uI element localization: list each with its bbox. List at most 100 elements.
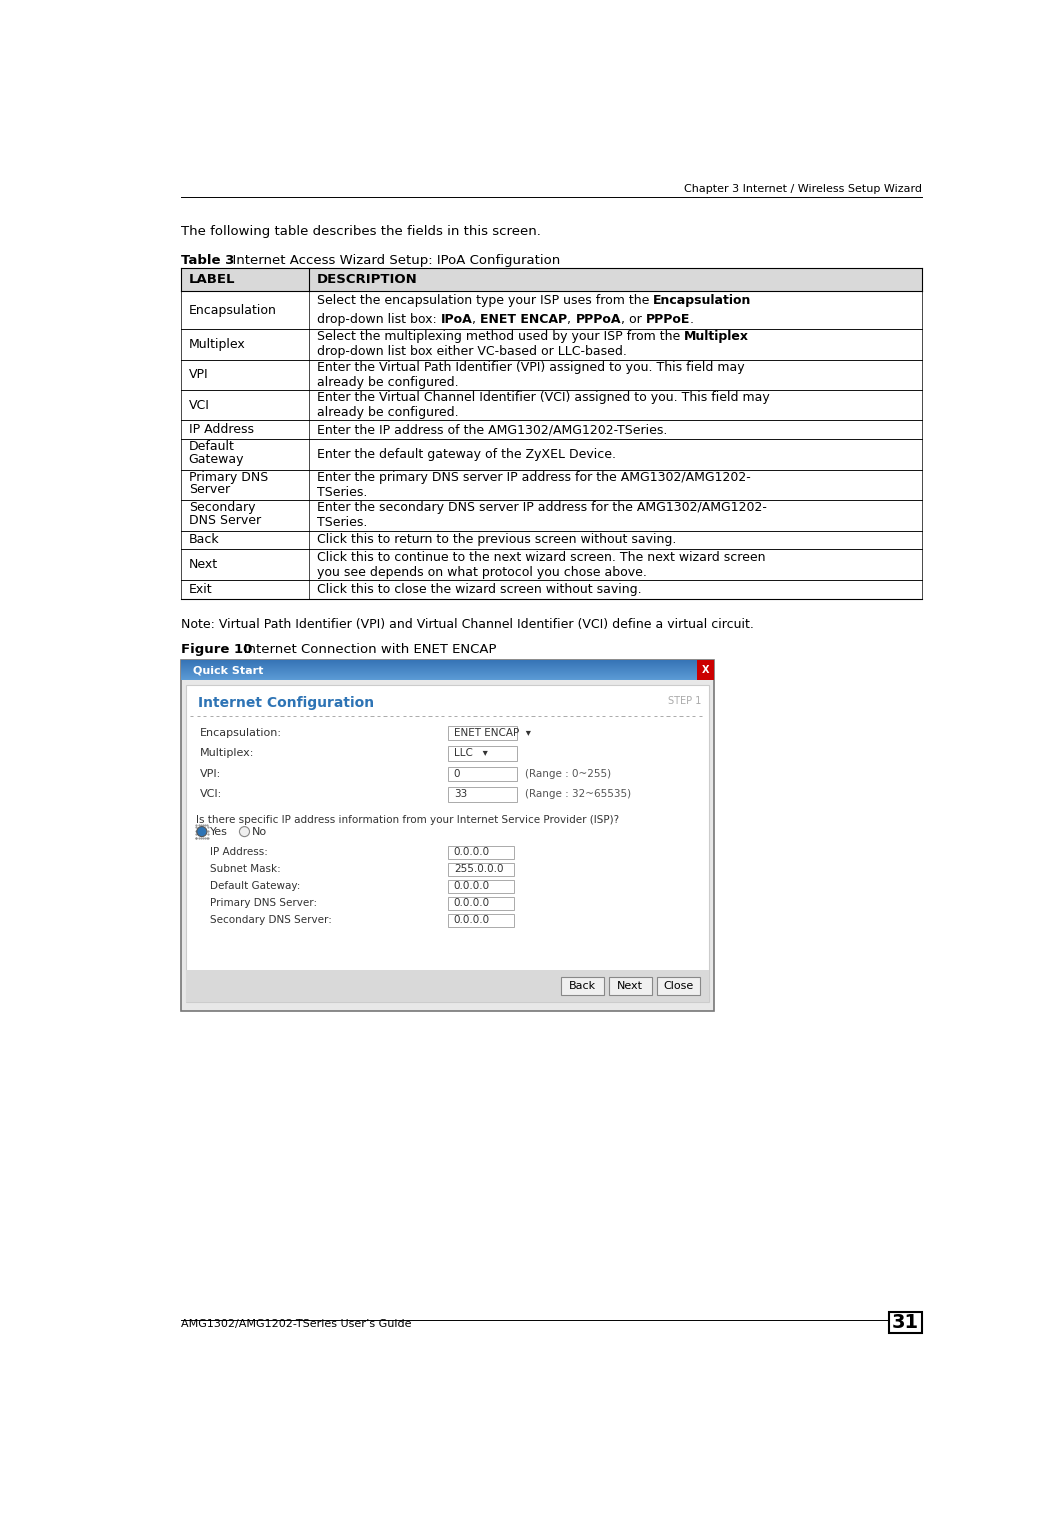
Bar — [181, 500, 922, 530]
Bar — [448, 747, 518, 760]
Text: Table 3: Table 3 — [181, 255, 234, 268]
Text: Yes: Yes — [209, 826, 227, 837]
Text: 0: 0 — [454, 768, 460, 779]
Text: Quick Start: Quick Start — [192, 664, 263, 675]
Text: X: X — [702, 664, 710, 675]
Text: Secondary DNS Server:: Secondary DNS Server: — [209, 914, 332, 925]
Bar — [448, 846, 513, 860]
Bar — [181, 421, 922, 439]
Text: Exit: Exit — [188, 582, 213, 596]
Text: Close: Close — [663, 981, 693, 991]
Text: No: No — [252, 826, 268, 837]
Text: Multiplex:: Multiplex: — [200, 748, 255, 759]
Text: Encapsulation:: Encapsulation: — [200, 728, 283, 738]
Text: Primary DNS Server:: Primary DNS Server: — [209, 898, 317, 908]
Bar — [181, 329, 922, 360]
Text: Enter the IP address of the AMG1302/AMG1202-TSeries.: Enter the IP address of the AMG1302/AMG1… — [317, 424, 668, 436]
Bar — [181, 360, 922, 390]
Text: TSeries.: TSeries. — [317, 486, 367, 498]
Text: Internet Configuration: Internet Configuration — [198, 696, 374, 710]
Text: Multiplex: Multiplex — [685, 331, 749, 343]
Text: IPoA: IPoA — [440, 312, 472, 326]
Text: Default: Default — [188, 440, 235, 453]
Text: Default Gateway:: Default Gateway: — [209, 881, 300, 892]
Text: AMG1302/AMG1202-TSeries User’s Guide: AMG1302/AMG1202-TSeries User’s Guide — [181, 1320, 411, 1329]
Text: 255.0.0.0: 255.0.0.0 — [454, 864, 504, 875]
Bar — [561, 977, 604, 995]
Text: Note: Virtual Path Identifier (VPI) and Virtual Channel Identifier (VCI) define : Note: Virtual Path Identifier (VPI) and … — [181, 617, 754, 631]
Text: Enter the secondary DNS server IP address for the AMG1302/AMG1202-: Enter the secondary DNS server IP addres… — [317, 501, 766, 514]
Text: Gateway: Gateway — [188, 453, 244, 466]
Text: Next: Next — [188, 558, 218, 572]
Bar — [181, 549, 922, 579]
Text: Server: Server — [188, 483, 230, 497]
Text: Internet Connection with ENET ENCAP: Internet Connection with ENET ENCAP — [231, 643, 496, 657]
Text: PPPoA: PPPoA — [575, 312, 621, 326]
Text: IP Address:: IP Address: — [209, 847, 268, 858]
Text: VCI: VCI — [188, 399, 209, 411]
Text: DESCRIPTION: DESCRIPTION — [317, 273, 418, 287]
Text: The following table describes the fields in this screen.: The following table describes the fields… — [181, 226, 541, 238]
Bar — [186, 686, 709, 1003]
Bar — [186, 969, 709, 1003]
Text: Chapter 3 Internet / Wireless Setup Wizard: Chapter 3 Internet / Wireless Setup Wiza… — [684, 184, 922, 194]
Bar — [448, 863, 513, 876]
Text: Encapsulation: Encapsulation — [188, 303, 276, 317]
Text: Enter the Virtual Path Identifier (VPI) assigned to you. This field may: Enter the Virtual Path Identifier (VPI) … — [317, 361, 744, 373]
Bar — [181, 579, 922, 599]
Bar — [181, 660, 714, 1010]
Bar — [657, 977, 699, 995]
Text: Enter the default gateway of the ZyXEL Device.: Enter the default gateway of the ZyXEL D… — [317, 448, 615, 460]
Circle shape — [198, 828, 206, 835]
Text: Back: Back — [569, 981, 595, 991]
Text: VPI: VPI — [188, 369, 208, 381]
Text: ,: , — [472, 312, 480, 326]
Text: ENET ENCAP  ▾: ENET ENCAP ▾ — [454, 728, 530, 738]
Text: VPI:: VPI: — [200, 768, 221, 779]
Text: DNS Server: DNS Server — [188, 514, 260, 527]
Text: IP Address: IP Address — [188, 424, 254, 436]
Text: 0.0.0.0: 0.0.0.0 — [454, 847, 490, 858]
Text: PPPoE: PPPoE — [645, 312, 690, 326]
Text: ,: , — [568, 312, 575, 326]
Text: Click this to return to the previous screen without saving.: Click this to return to the previous scr… — [317, 533, 676, 547]
Text: VCI:: VCI: — [200, 789, 222, 799]
Text: STEP 1: STEP 1 — [668, 696, 702, 706]
Text: 0.0.0.0: 0.0.0.0 — [454, 898, 490, 908]
Text: Internet Access Wizard Setup: IPoA Configuration: Internet Access Wizard Setup: IPoA Confi… — [224, 255, 560, 268]
Bar — [448, 767, 518, 782]
Text: TSeries.: TSeries. — [317, 517, 367, 529]
Text: Select the multiplexing method used by your ISP from the: Select the multiplexing method used by y… — [317, 331, 685, 343]
Text: (Range : 32~65535): (Range : 32~65535) — [525, 789, 631, 799]
Text: (Range : 0~255): (Range : 0~255) — [525, 768, 611, 779]
Text: Enter the primary DNS server IP address for the AMG1302/AMG1202-: Enter the primary DNS server IP address … — [317, 471, 750, 483]
Text: already be configured.: already be configured. — [317, 407, 458, 419]
Text: Subnet Mask:: Subnet Mask: — [209, 864, 281, 875]
Text: 0.0.0.0: 0.0.0.0 — [454, 881, 490, 892]
Bar — [181, 439, 922, 469]
Text: 31: 31 — [892, 1314, 919, 1332]
Bar — [181, 530, 922, 549]
Text: ENET ENCAP: ENET ENCAP — [480, 312, 568, 326]
Bar — [890, 1312, 922, 1334]
Text: Next: Next — [618, 981, 643, 991]
Bar — [609, 977, 652, 995]
Bar — [181, 469, 922, 500]
Text: Figure 10: Figure 10 — [181, 643, 252, 657]
Text: Multiplex: Multiplex — [188, 338, 246, 351]
Text: LLC   ▾: LLC ▾ — [454, 748, 488, 759]
Bar — [448, 725, 518, 741]
Text: Click this to continue to the next wizard screen. The next wizard screen: Click this to continue to the next wizar… — [317, 550, 765, 564]
Text: Primary DNS: Primary DNS — [188, 471, 268, 483]
Bar — [448, 879, 513, 893]
Text: you see depends on what protocol you chose above.: you see depends on what protocol you cho… — [317, 565, 646, 579]
Text: Secondary: Secondary — [188, 501, 255, 514]
Text: Click this to close the wizard screen without saving.: Click this to close the wizard screen wi… — [317, 582, 641, 596]
Text: Encapsulation: Encapsulation — [654, 294, 752, 308]
Text: 33: 33 — [454, 789, 467, 799]
Text: , or: , or — [621, 312, 645, 326]
Bar — [448, 913, 513, 927]
Bar — [181, 390, 922, 421]
Bar — [181, 291, 922, 329]
Text: 0.0.0.0: 0.0.0.0 — [454, 914, 490, 925]
